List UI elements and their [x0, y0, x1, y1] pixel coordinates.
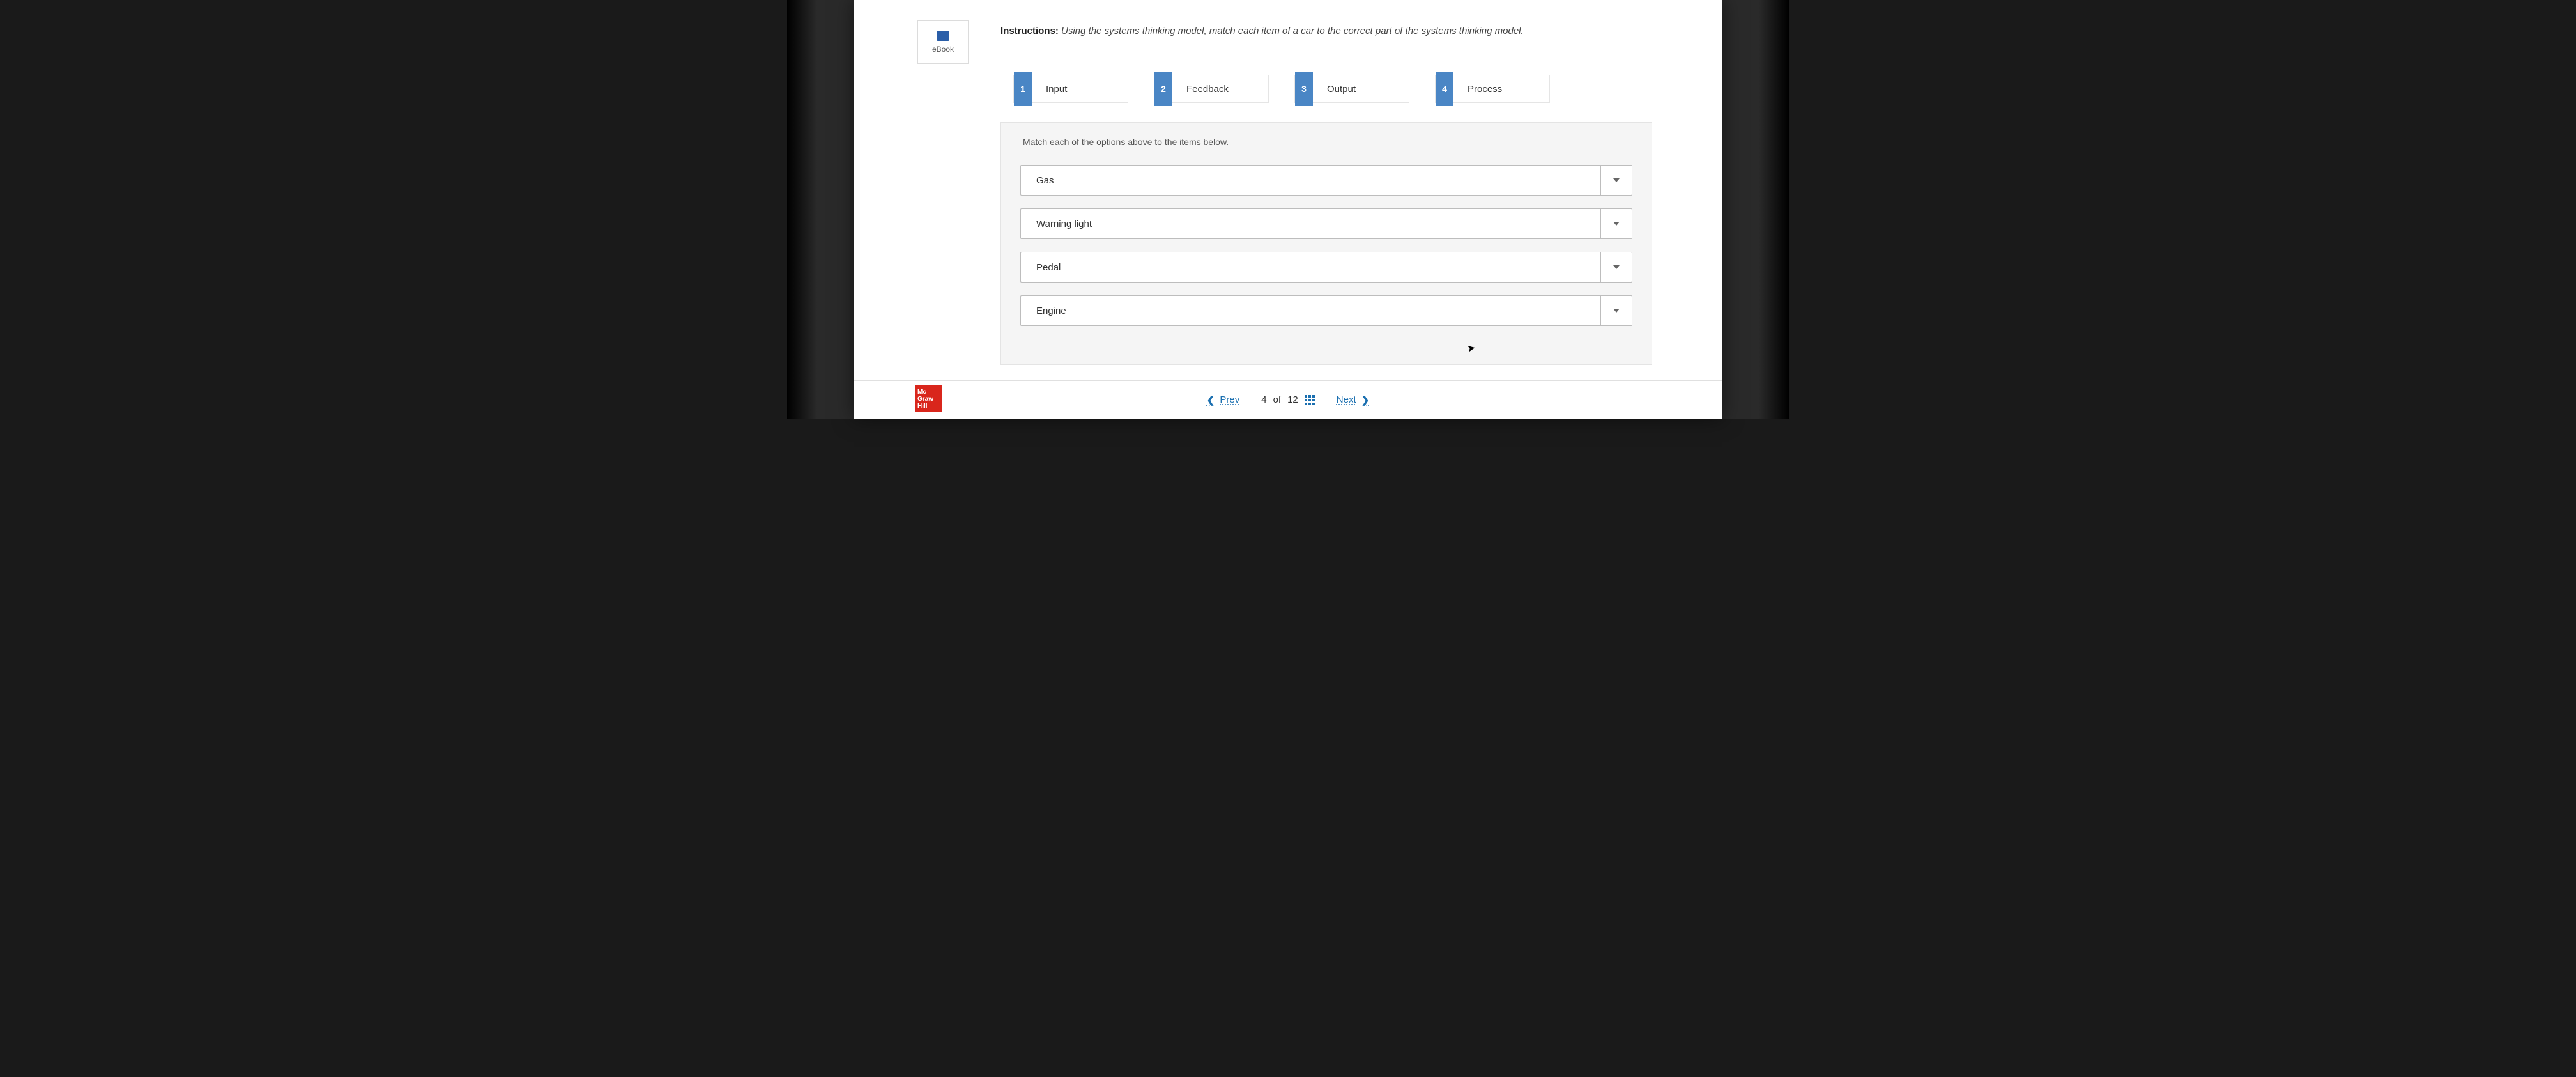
- option-label: Input: [1032, 84, 1081, 95]
- page-indicator: 4 of 12: [1261, 394, 1315, 405]
- match-row-warning-light: Warning light: [1020, 208, 1632, 239]
- page-current: 4: [1261, 394, 1266, 405]
- option-number: 2: [1154, 72, 1172, 106]
- dropdown-toggle[interactable]: [1600, 252, 1632, 283]
- ebook-icon: [937, 31, 949, 41]
- page-sep: of: [1273, 394, 1282, 405]
- logo-line: Mc: [917, 389, 939, 396]
- option-label: Process: [1453, 84, 1516, 95]
- match-row-label: Pedal: [1020, 252, 1600, 283]
- ebook-label: eBook: [932, 45, 954, 54]
- instructions-prefix: Instructions:: [1000, 26, 1059, 36]
- option-number: 4: [1436, 72, 1453, 106]
- option-chip-process[interactable]: 4 Process: [1435, 75, 1550, 103]
- chevron-right-icon: ❯: [1361, 394, 1370, 406]
- prev-button[interactable]: ❮ Prev: [1207, 394, 1239, 406]
- page-total: 12: [1287, 394, 1298, 405]
- dropdown-toggle[interactable]: [1600, 295, 1632, 326]
- match-row-label: Gas: [1020, 165, 1600, 196]
- caret-down-icon: [1613, 265, 1620, 269]
- draggable-options-row: 1 Input 2 Feedback 3 Output 4 Process: [1013, 75, 1710, 103]
- option-label: Output: [1313, 84, 1370, 95]
- option-chip-input[interactable]: 1 Input: [1013, 75, 1128, 103]
- chevron-left-icon: ❮: [1207, 394, 1215, 406]
- logo-line: Hill: [917, 403, 939, 410]
- footer-nav: Mc Graw Hill ❮ Prev 4 of 12 Next: [854, 380, 1722, 419]
- option-label: Feedback: [1172, 84, 1243, 95]
- match-row-label: Warning light: [1020, 208, 1600, 239]
- match-row-gas: Gas: [1020, 165, 1632, 196]
- mcgraw-hill-logo: Mc Graw Hill: [915, 385, 942, 412]
- caret-down-icon: [1613, 309, 1620, 313]
- option-chip-output[interactable]: 3 Output: [1294, 75, 1409, 103]
- next-label: Next: [1337, 394, 1356, 405]
- prev-label: Prev: [1220, 394, 1239, 405]
- option-chip-feedback[interactable]: 2 Feedback: [1154, 75, 1269, 103]
- caret-down-icon: [1613, 222, 1620, 226]
- instructions-text: Instructions: Using the systems thinking…: [1000, 26, 1710, 36]
- match-hint: Match each of the options above to the i…: [1023, 137, 1632, 147]
- instructions-body: Using the systems thinking model, match …: [1061, 26, 1524, 36]
- page-content: eBook Instructions: Using the systems th…: [854, 0, 1722, 419]
- dropdown-toggle[interactable]: [1600, 165, 1632, 196]
- option-number: 1: [1014, 72, 1032, 106]
- grid-view-button[interactable]: [1305, 395, 1315, 405]
- match-row-engine: Engine: [1020, 295, 1632, 326]
- caret-down-icon: [1613, 178, 1620, 182]
- logo-line: Graw: [917, 396, 939, 403]
- option-number: 3: [1295, 72, 1313, 106]
- ebook-button[interactable]: eBook: [917, 20, 969, 64]
- dropdown-toggle[interactable]: [1600, 208, 1632, 239]
- match-row-pedal: Pedal: [1020, 252, 1632, 283]
- next-button[interactable]: Next ❯: [1337, 394, 1369, 406]
- match-row-label: Engine: [1020, 295, 1600, 326]
- match-panel: Match each of the options above to the i…: [1000, 122, 1652, 365]
- screen-frame: eBook Instructions: Using the systems th…: [787, 0, 1789, 419]
